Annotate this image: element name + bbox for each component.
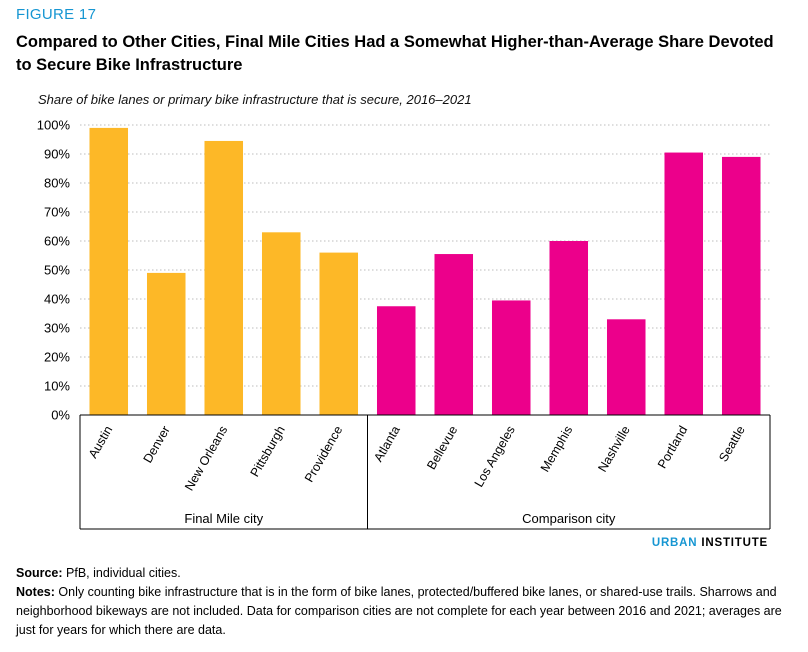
source-text: PfB, individual cities. bbox=[66, 566, 181, 580]
bar bbox=[261, 232, 301, 415]
y-tick-label: 80% bbox=[44, 176, 70, 191]
bar bbox=[146, 272, 186, 415]
chart-subtitle: Share of bike lanes or primary bike infr… bbox=[38, 92, 472, 107]
source-label: Source: bbox=[16, 566, 63, 580]
y-tick-label: 100% bbox=[37, 118, 71, 133]
group-label: Final Mile city bbox=[184, 511, 263, 526]
x-tick-label: Providence bbox=[302, 423, 345, 484]
y-tick-label: 50% bbox=[44, 263, 70, 278]
bar bbox=[319, 252, 359, 415]
y-tick-label: 40% bbox=[44, 292, 70, 307]
bar-chart: 0% 10% 20% 30% 40% 50% 60% 70% 80% 90% 100% Austin D… bbox=[37, 118, 771, 530]
bar bbox=[89, 127, 129, 416]
x-tick-label: Pittsburgh bbox=[248, 423, 288, 479]
bar bbox=[606, 319, 646, 415]
x-tick-label: Denver bbox=[141, 424, 173, 466]
brand-part2: INSTITUTE bbox=[701, 537, 768, 549]
brand-logo: URBAN INSTITUTE bbox=[652, 537, 768, 549]
bar bbox=[204, 140, 244, 415]
notes-line: Notes: Only counting bike infrastructure… bbox=[16, 583, 796, 640]
y-tick-label: 0% bbox=[51, 408, 70, 423]
x-tick-label: Atlanta bbox=[371, 423, 403, 464]
x-tick-label: Nashville bbox=[595, 423, 633, 474]
x-tick-label: Los Angeles bbox=[472, 424, 518, 490]
notes-text: Only counting bike infrastructure that i… bbox=[16, 585, 782, 637]
x-tick-label: New Orleans bbox=[182, 424, 230, 494]
bar bbox=[434, 254, 474, 415]
bar bbox=[491, 300, 531, 415]
x-tick-label: Memphis bbox=[538, 424, 575, 475]
bar bbox=[721, 156, 761, 415]
bar bbox=[549, 241, 589, 415]
y-tick-label: 10% bbox=[44, 379, 70, 394]
bar bbox=[376, 306, 416, 415]
notes-section: Source: PfB, individual cities. Notes: O… bbox=[16, 564, 796, 640]
y-tick-label: 90% bbox=[44, 147, 70, 162]
y-tick-label: 70% bbox=[44, 205, 70, 220]
x-tick-label: Bellevue bbox=[424, 423, 460, 472]
source-line: Source: PfB, individual cities. bbox=[16, 564, 796, 583]
y-tick-label: 60% bbox=[44, 234, 70, 249]
figure-label: FIGURE 17 bbox=[16, 6, 97, 23]
x-tick-label: Seattle bbox=[716, 423, 748, 464]
y-tick-label: 30% bbox=[44, 321, 70, 336]
y-tick-label: 20% bbox=[44, 350, 70, 365]
x-tick-label: Austin bbox=[86, 423, 116, 460]
brand-part1: URBAN bbox=[651, 537, 698, 549]
group-label: Comparison city bbox=[522, 511, 616, 526]
x-tick-label: Portland bbox=[655, 423, 690, 470]
bar bbox=[664, 152, 704, 416]
notes-label: Notes: bbox=[16, 585, 55, 599]
chart-title: Compared to Other Cities, Final Mile Cit… bbox=[16, 33, 774, 74]
